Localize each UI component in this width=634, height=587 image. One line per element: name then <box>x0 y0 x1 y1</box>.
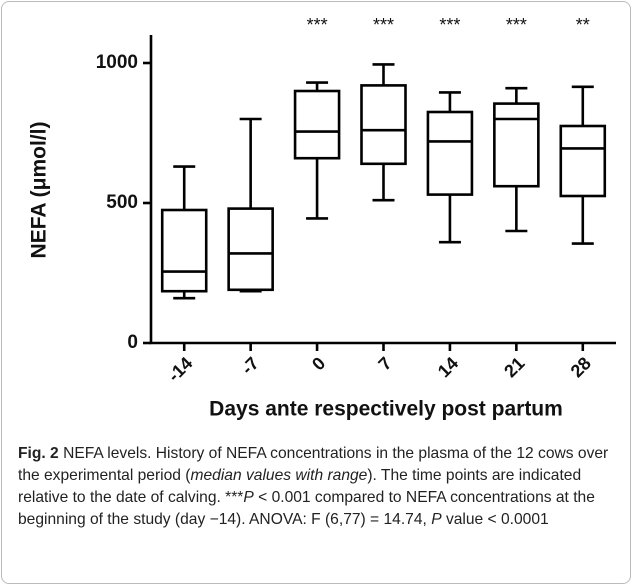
x-tick-label: 21 <box>500 353 528 381</box>
significance-label: *** <box>506 15 527 35</box>
significance-label: *** <box>307 15 328 35</box>
y-axis-label: NEFA (μmol/l) <box>28 122 51 259</box>
y-tick-label: 0 <box>127 332 138 353</box>
box <box>160 208 208 293</box>
x-tick-label: -14 <box>164 353 197 386</box>
box <box>360 84 407 166</box>
y-tick-label: 500 <box>106 192 138 213</box>
significance-label: *** <box>439 15 460 35</box>
x-tick-label: 7 <box>374 353 395 374</box>
significance-label: ** <box>576 15 590 35</box>
box <box>493 102 540 188</box>
caption-text: ). The time points are indicated relativ… <box>18 467 582 506</box>
box <box>559 124 607 198</box>
caption-text: NEFA levels. History of NEFA concentrati… <box>18 445 609 484</box>
caption-italic: P <box>243 489 254 506</box>
box <box>426 110 474 196</box>
x-axis-label: Days ante respectively post partum <box>209 398 563 421</box>
caption-text: value < 0.0001 <box>441 511 549 528</box>
x-tick-label: -7 <box>237 353 262 378</box>
caption-label: Fig. 2 <box>18 445 59 462</box>
y-tick-label: 1000 <box>96 52 138 73</box>
caption-italic: median values with range <box>190 467 368 484</box>
x-tick-label: 14 <box>434 353 462 381</box>
caption-italic: P <box>431 511 442 528</box>
x-tick-label: 28 <box>567 353 595 381</box>
caption: Fig. 2 NEFA levels. History of NEFA conc… <box>18 443 618 531</box>
significance-label: *** <box>373 15 394 35</box>
box <box>293 89 341 160</box>
box <box>227 207 274 292</box>
x-tick-label: 0 <box>308 353 329 374</box>
caption-text: < 0.001 compared to NEFA concentrations … <box>18 489 595 528</box>
chart: NEFA (μmol/l) Days ante respectively pos… <box>28 15 616 421</box>
